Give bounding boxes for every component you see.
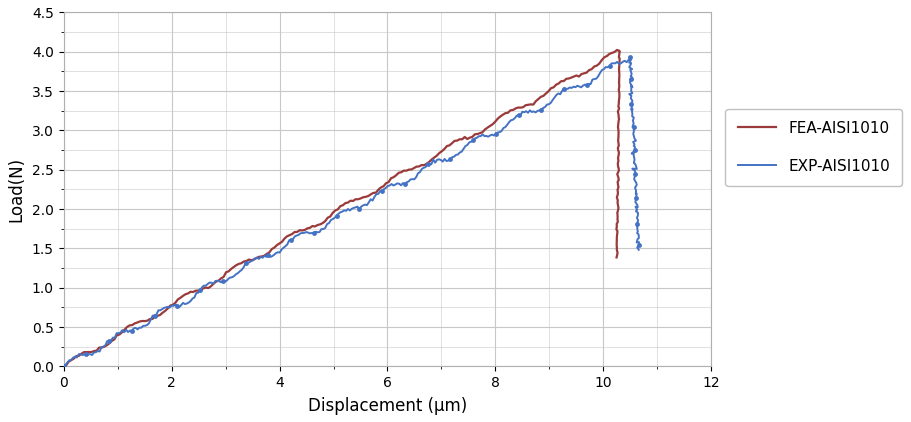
EXP-AISI1010 [624, 54, 635, 60]
FEA-AISI1010 [612, 135, 623, 141]
EXP-AISI1010 [533, 108, 544, 113]
EXP-AISI1010 [632, 247, 643, 252]
FEA-AISI1010 [610, 255, 621, 260]
EXP-AISI1010 [149, 313, 160, 318]
FEA-AISI1010 [58, 364, 69, 369]
X-axis label: Displacement (μm): Displacement (μm) [308, 397, 466, 415]
Y-axis label: Load(N): Load(N) [7, 157, 25, 222]
FEA-AISI1010 [612, 185, 623, 190]
FEA-AISI1010 [61, 363, 72, 368]
Line: FEA-AISI1010: FEA-AISI1010 [64, 50, 619, 366]
FEA-AISI1010 [522, 102, 533, 107]
FEA-AISI1010 [509, 106, 520, 111]
FEA-AISI1010 [611, 47, 622, 52]
Line: EXP-AISI1010: EXP-AISI1010 [64, 57, 639, 366]
FEA-AISI1010 [507, 108, 517, 113]
EXP-AISI1010 [357, 203, 368, 208]
EXP-AISI1010 [58, 364, 69, 369]
Legend: FEA-AISI1010, EXP-AISI1010: FEA-AISI1010, EXP-AISI1010 [724, 108, 901, 186]
EXP-AISI1010 [304, 231, 315, 236]
EXP-AISI1010 [608, 61, 619, 66]
EXP-AISI1010 [603, 64, 614, 69]
